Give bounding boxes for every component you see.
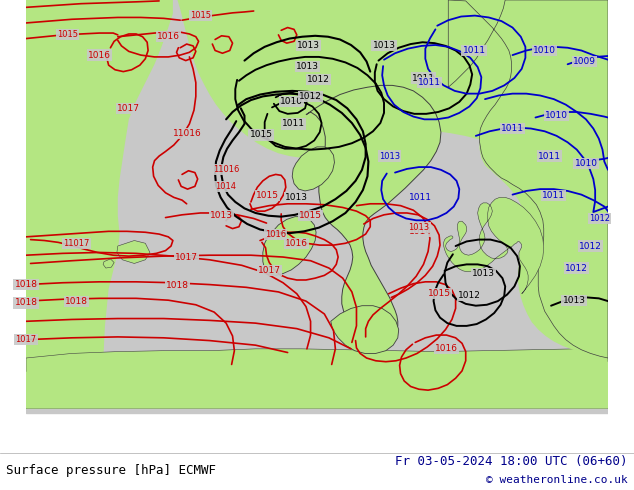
Text: 1013: 1013 (373, 41, 396, 50)
Text: 1016: 1016 (285, 239, 308, 248)
Text: © weatheronline.co.uk: © weatheronline.co.uk (486, 475, 628, 485)
Text: 1011: 1011 (501, 124, 524, 133)
Polygon shape (26, 0, 173, 409)
Text: 11017: 11017 (63, 239, 89, 248)
Polygon shape (263, 217, 316, 275)
Text: 1016: 1016 (435, 344, 458, 353)
Polygon shape (173, 0, 608, 174)
Polygon shape (331, 306, 399, 353)
Text: Fr 03-05-2024 18:00 UTC (06+60): Fr 03-05-2024 18:00 UTC (06+60) (395, 455, 628, 467)
Polygon shape (26, 362, 608, 409)
Text: 1013: 1013 (562, 295, 586, 305)
Text: 1013: 1013 (210, 211, 233, 220)
Text: 1013: 1013 (285, 193, 308, 202)
Polygon shape (306, 85, 441, 340)
Text: 1012: 1012 (566, 264, 588, 272)
Text: 1009: 1009 (573, 57, 595, 66)
Text: 1018: 1018 (15, 280, 37, 289)
Text: 1013: 1013 (472, 269, 495, 278)
Text: 1013: 1013 (297, 41, 320, 50)
Text: 1011: 1011 (409, 193, 432, 202)
Polygon shape (448, 0, 608, 358)
Text: 1017: 1017 (15, 335, 37, 344)
Text: 1015: 1015 (190, 11, 211, 20)
Text: 11016: 11016 (173, 128, 202, 138)
Text: 1014: 1014 (215, 182, 236, 191)
Text: 1013: 1013 (296, 62, 320, 71)
Text: 1011: 1011 (412, 74, 435, 82)
Text: 11016: 11016 (213, 165, 239, 174)
Text: 1010: 1010 (533, 46, 556, 55)
Text: 1011: 1011 (281, 120, 304, 128)
Polygon shape (103, 259, 114, 268)
Text: 1010: 1010 (280, 98, 303, 106)
Text: 1017: 1017 (117, 104, 140, 113)
Text: 1012: 1012 (589, 214, 611, 223)
Text: 1015: 1015 (250, 130, 273, 140)
Text: 1016: 1016 (265, 230, 287, 239)
Text: 1012: 1012 (458, 291, 481, 300)
Text: 1013: 1013 (408, 223, 429, 232)
Polygon shape (26, 349, 608, 409)
Text: 1012: 1012 (307, 75, 330, 84)
Text: 1017: 1017 (258, 266, 281, 275)
Polygon shape (292, 147, 335, 191)
Text: 1010: 1010 (545, 111, 568, 120)
Text: 1016: 1016 (157, 32, 180, 41)
Text: 1015: 1015 (57, 30, 78, 39)
Text: 1015: 1015 (427, 289, 451, 298)
Text: 1011: 1011 (542, 191, 566, 200)
Polygon shape (117, 241, 150, 264)
Text: 1012: 1012 (299, 92, 322, 101)
Text: 1011: 1011 (462, 46, 486, 55)
Text: 1013: 1013 (379, 151, 400, 161)
Text: 1016: 1016 (88, 50, 111, 60)
Text: 1018: 1018 (65, 296, 88, 306)
Polygon shape (448, 0, 608, 358)
Text: 1011: 1011 (538, 151, 560, 161)
Text: 1015: 1015 (256, 191, 279, 200)
Text: Surface pressure [hPa] ECMWF: Surface pressure [hPa] ECMWF (6, 464, 216, 477)
Text: 1012: 1012 (579, 242, 602, 250)
Text: 1011: 1011 (418, 78, 441, 87)
Polygon shape (444, 197, 544, 294)
Text: 1014: 1014 (410, 227, 432, 236)
Text: 1018: 1018 (166, 281, 189, 290)
Text: 1017: 1017 (175, 252, 198, 262)
Text: 1018: 1018 (15, 298, 37, 307)
Text: 1010: 1010 (574, 159, 597, 168)
Text: 1015: 1015 (299, 211, 322, 220)
